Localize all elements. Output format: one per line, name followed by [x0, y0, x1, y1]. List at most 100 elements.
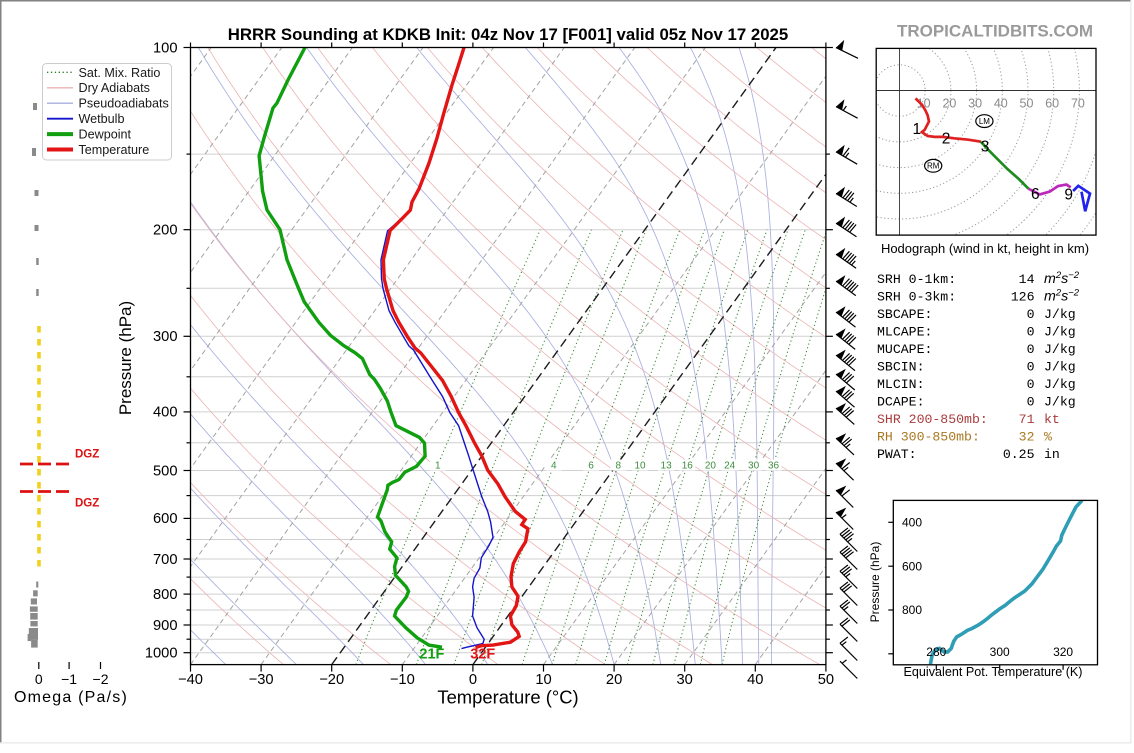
svg-text:DCAPE:: DCAPE: [877, 395, 924, 410]
svg-text:320: 320 [1053, 645, 1073, 659]
svg-text:J/kg: J/kg [1044, 307, 1076, 322]
svg-text:0: 0 [1027, 395, 1035, 410]
svg-text:40: 40 [994, 97, 1008, 111]
svg-text:1: 1 [435, 461, 441, 472]
svg-text:SRH 0-1km:: SRH 0-1km: [877, 272, 956, 287]
svg-text:−20: −20 [319, 672, 344, 688]
svg-text:100: 100 [153, 40, 178, 56]
svg-text:Pressure (hPa): Pressure (hPa) [116, 301, 135, 415]
svg-text:0: 0 [469, 672, 477, 688]
svg-text:J/kg: J/kg [1044, 377, 1076, 392]
svg-text:10: 10 [634, 461, 646, 472]
svg-text:0: 0 [1027, 307, 1035, 322]
svg-text:300: 300 [153, 329, 178, 345]
svg-text:70: 70 [1071, 97, 1085, 111]
svg-text:MLCIN:: MLCIN: [877, 377, 924, 392]
svg-text:30: 30 [968, 97, 982, 111]
svg-text:24: 24 [724, 461, 736, 472]
svg-text:400: 400 [902, 516, 922, 530]
svg-text:MUCAPE:: MUCAPE: [877, 342, 932, 357]
svg-text:SBCIN:: SBCIN: [877, 360, 924, 375]
svg-text:MLCAPE:: MLCAPE: [877, 325, 932, 340]
svg-text:Temperature (°C): Temperature (°C) [437, 687, 578, 708]
svg-text:32: 32 [1019, 430, 1035, 445]
svg-text:600: 600 [902, 559, 922, 573]
svg-text:21F: 21F [419, 647, 444, 663]
svg-text:500: 500 [153, 463, 178, 479]
svg-text:0: 0 [35, 671, 43, 687]
svg-text:RH 300-850mb:: RH 300-850mb: [877, 430, 980, 445]
svg-text:14: 14 [1019, 272, 1035, 287]
svg-text:10: 10 [917, 97, 931, 111]
svg-text:800: 800 [153, 587, 178, 603]
svg-text:DGZ: DGZ [75, 449, 99, 461]
svg-text:10: 10 [535, 672, 551, 688]
svg-text:1: 1 [912, 121, 921, 138]
svg-text:3: 3 [981, 139, 990, 156]
svg-text:9: 9 [1064, 187, 1073, 204]
svg-text:Temperature: Temperature [79, 143, 150, 157]
svg-text:Wetbulb: Wetbulb [79, 112, 125, 126]
svg-text:700: 700 [153, 552, 178, 568]
svg-text:HRRR Sounding at KDKB Init: 04: HRRR Sounding at KDKB Init: 04z Nov 17 [… [228, 25, 788, 44]
svg-text:30: 30 [748, 461, 760, 472]
svg-text:Dewpoint: Dewpoint [79, 128, 132, 142]
svg-text:50: 50 [1020, 97, 1034, 111]
svg-text:%: % [1044, 430, 1052, 445]
svg-text:1000: 1000 [145, 646, 178, 662]
svg-text:0: 0 [1027, 342, 1035, 357]
svg-text:Sat. Mix. Ratio: Sat. Mix. Ratio [79, 66, 161, 80]
svg-text:J/kg: J/kg [1044, 342, 1076, 357]
svg-text:40: 40 [747, 672, 763, 688]
svg-text:SBCAPE:: SBCAPE: [877, 307, 932, 322]
svg-text:32F: 32F [470, 647, 495, 663]
svg-text:300: 300 [990, 645, 1010, 659]
svg-text:30: 30 [677, 672, 693, 688]
svg-text:20: 20 [606, 672, 622, 688]
svg-text:0: 0 [1027, 377, 1035, 392]
svg-text:−1: −1 [61, 671, 77, 687]
svg-text:Hodograph (wind in kt, height: Hodograph (wind in kt, height in km) [881, 241, 1089, 256]
svg-text:36: 36 [768, 461, 780, 472]
svg-text:2: 2 [942, 130, 951, 147]
svg-text:16: 16 [682, 461, 694, 472]
svg-text:0: 0 [1027, 360, 1035, 375]
svg-text:PWAT:: PWAT: [877, 447, 917, 462]
svg-text:20: 20 [942, 97, 956, 111]
svg-text:Pressure (hPa): Pressure (hPa) [868, 542, 882, 623]
svg-text:−40: −40 [178, 672, 203, 688]
svg-text:800: 800 [902, 603, 922, 617]
svg-text:RM: RM [927, 162, 940, 171]
svg-text:kt: kt [1044, 412, 1060, 427]
svg-text:SRH 0-3km:: SRH 0-3km: [877, 290, 956, 305]
svg-text:600: 600 [153, 511, 178, 527]
svg-text:Pseudoadiabats: Pseudoadiabats [79, 97, 169, 111]
svg-text:200: 200 [153, 223, 178, 239]
svg-text:126: 126 [1011, 290, 1035, 305]
svg-text:280: 280 [926, 645, 946, 659]
svg-text:−2: −2 [93, 671, 109, 687]
svg-text:6: 6 [1031, 186, 1040, 203]
svg-text:J/kg: J/kg [1044, 325, 1076, 340]
svg-text:Equivalent Pot. Temperature (K: Equivalent Pot. Temperature (K) [904, 665, 1083, 679]
svg-text:0: 0 [1027, 325, 1035, 340]
svg-text:0.25: 0.25 [1003, 447, 1035, 462]
svg-text:60: 60 [1045, 97, 1059, 111]
svg-text:−10: −10 [390, 672, 415, 688]
svg-text:50: 50 [818, 672, 834, 688]
svg-text:900: 900 [153, 618, 178, 634]
svg-text:Dry Adiabats: Dry Adiabats [79, 81, 150, 95]
svg-text:SHR 200-850mb:: SHR 200-850mb: [877, 412, 988, 427]
svg-text:DGZ: DGZ [75, 498, 99, 510]
svg-text:−30: −30 [249, 672, 274, 688]
svg-text:LM: LM [979, 117, 990, 126]
svg-text:J/kg: J/kg [1044, 395, 1076, 410]
svg-text:13: 13 [661, 461, 673, 472]
svg-text:71: 71 [1019, 412, 1035, 427]
svg-text:TROPICALTIDBITS.COM: TROPICALTIDBITS.COM [897, 22, 1093, 41]
svg-text:400: 400 [153, 405, 178, 421]
svg-text:20: 20 [705, 461, 717, 472]
svg-text:6: 6 [588, 461, 594, 472]
svg-text:Omega (Pa/s): Omega (Pa/s) [14, 689, 128, 706]
svg-text:in: in [1044, 447, 1060, 462]
